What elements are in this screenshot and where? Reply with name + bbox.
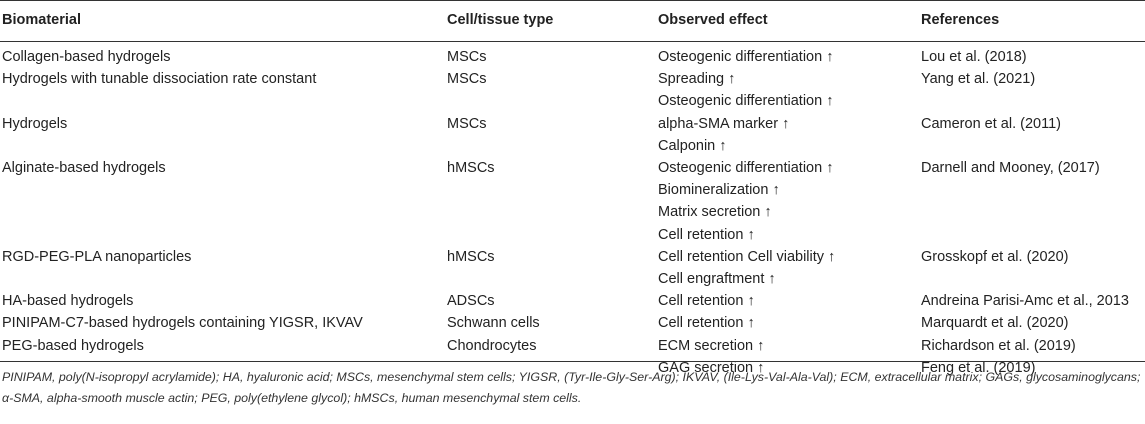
reference-cell: Cameron et al. (2011): [921, 113, 1061, 135]
reference-line: Cameron et al. (2011): [921, 115, 1061, 132]
effect-line: Spreading ↑: [658, 71, 736, 88]
table-row: PEG-based hydrogels Chondrocytes ECM secre…: [0, 335, 1145, 379]
effect-cell: Osteogenic differentiation ↑ Biomineraliz…: [658, 157, 833, 246]
biomaterial-cell: Collagen-based hydrogels: [2, 49, 171, 65]
reference-line: Andreina Parisi-Amc et al., 2013: [921, 293, 1129, 310]
biomaterial-cell: Hydrogels: [2, 115, 68, 132]
reference-line: Lou et al. (2018): [921, 49, 1027, 65]
table-row: Hydrogels MSCs alpha-SMA marker ↑ Calponin …: [0, 113, 1145, 157]
effect-line: GAG secretion ↑: [658, 359, 765, 376]
reference-line: Grosskopf et al. (2020): [921, 248, 1069, 265]
header-references: References: [921, 12, 1000, 28]
effect-line: ECM secretion ↑: [658, 337, 765, 354]
cell-type-cell: Schwann cells: [447, 315, 540, 332]
reference-line: Darnell and Mooney, (2017): [921, 160, 1100, 176]
effect-line: Cell engraftment ↑: [658, 271, 776, 287]
reference-cell: Grosskopf et al. (2020): [921, 246, 1069, 268]
effect-line: alpha-SMA marker ↑: [658, 115, 790, 132]
table-header: Biomaterial Cell/tissue type Observed ef…: [0, 0, 1145, 42]
reference-cell: Yang et al. (2021): [921, 68, 1035, 90]
cell-type-cell: Chondrocytes: [447, 337, 537, 354]
biomaterial-cell: Alginate-based hydrogels: [2, 160, 166, 176]
table-bottom-rule: [0, 361, 1145, 362]
effect-cell: Cell retention ↑: [658, 312, 755, 334]
header-cell-type: Cell/tissue type: [447, 12, 554, 28]
cell-type-cell: ADSCs: [447, 293, 495, 310]
biomaterial-cell: PEG-based hydrogels: [2, 337, 144, 354]
effect-line: Osteogenic differentiation ↑: [658, 93, 834, 110]
effect-line: Cell retention ↑: [658, 315, 755, 332]
effect-cell: Cell retention ↑: [658, 290, 755, 312]
reference-line: Yang et al. (2021): [921, 71, 1036, 88]
effect-cell: Spreading ↑ Osteogenic differentiation ↑: [658, 68, 833, 112]
table-row: RGD-PEG-PLA nanoparticles hMSCs Cell reten…: [0, 246, 1145, 290]
reference-line: Feng et al. (2019): [921, 359, 1036, 376]
cell-type-cell: MSCs: [447, 49, 487, 65]
effect-cell: Cell retention Cell viability ↑ Cell engr…: [658, 246, 835, 290]
biomaterial-cell: PINIPAM-C7-based hydrogels containing YI…: [2, 315, 363, 332]
table-footnote: PINIPAM, poly(N-isopropyl acrylamide); H…: [2, 370, 1141, 405]
effect-line: Matrix secretion ↑: [658, 204, 772, 221]
effect-line: Osteogenic differentiation ↑: [658, 160, 834, 176]
cell-type-cell: MSCs: [447, 115, 487, 132]
table-row: HA-based hydrogels ADSCs Cell retention ↑ A…: [0, 290, 1145, 312]
effect-line: Cell retention ↑: [658, 293, 755, 310]
header-biomaterial: Biomaterial: [2, 12, 81, 28]
effect-cell: alpha-SMA marker ↑ Calponin ↑: [658, 113, 789, 157]
table-row: Hydrogels with tunable dissociation rate…: [0, 68, 1145, 112]
effect-line: Osteogenic differentiation ↑: [658, 49, 834, 65]
effect-line: Cell retention Cell viability ↑: [658, 248, 836, 265]
table-row: Collagen-based hydrogels MSCs Osteogenic d…: [0, 46, 1145, 68]
reference-cell: Andreina Parisi-Amc et al., 2013: [921, 290, 1129, 312]
header-effect: Observed effect: [658, 12, 768, 28]
reference-cell: Richardson et al. (2019) Feng et al. (201…: [921, 335, 1076, 379]
table-row: PINIPAM-C7-based hydrogels containing YI…: [0, 312, 1145, 334]
table-row: Alginate-based hydrogels hMSCs Osteogenic …: [0, 157, 1145, 246]
cell-type-cell: MSCs: [447, 71, 487, 88]
reference-cell: Marquardt et al. (2020): [921, 312, 1069, 334]
biomaterial-cell: Hydrogels with tunable dissociation rate…: [2, 71, 317, 88]
effect-line: Calponin ↑: [658, 137, 727, 154]
biomaterial-cell: HA-based hydrogels: [2, 293, 134, 310]
biomaterial-cell: RGD-PEG-PLA nanoparticles: [2, 248, 192, 265]
effect-line: Biomineralization ↑: [658, 182, 780, 199]
reference-cell: Darnell and Mooney, (2017): [921, 157, 1100, 179]
data-table: Biomaterial Cell/tissue type Observed ef…: [0, 0, 1145, 376]
effect-cell: Osteogenic differentiation ↑: [658, 46, 833, 68]
cell-type-cell: hMSCs: [447, 248, 495, 265]
reference-cell: Lou et al. (2018): [921, 46, 1027, 68]
cell-type-cell: hMSCs: [447, 160, 495, 176]
effect-cell: ECM secretion ↑ GAG secretion ↑: [658, 335, 764, 379]
effect-line: Cell retention ↑: [658, 226, 755, 243]
reference-line: Richardson et al. (2019): [921, 337, 1076, 354]
reference-line: Marquardt et al. (2020): [921, 315, 1069, 332]
